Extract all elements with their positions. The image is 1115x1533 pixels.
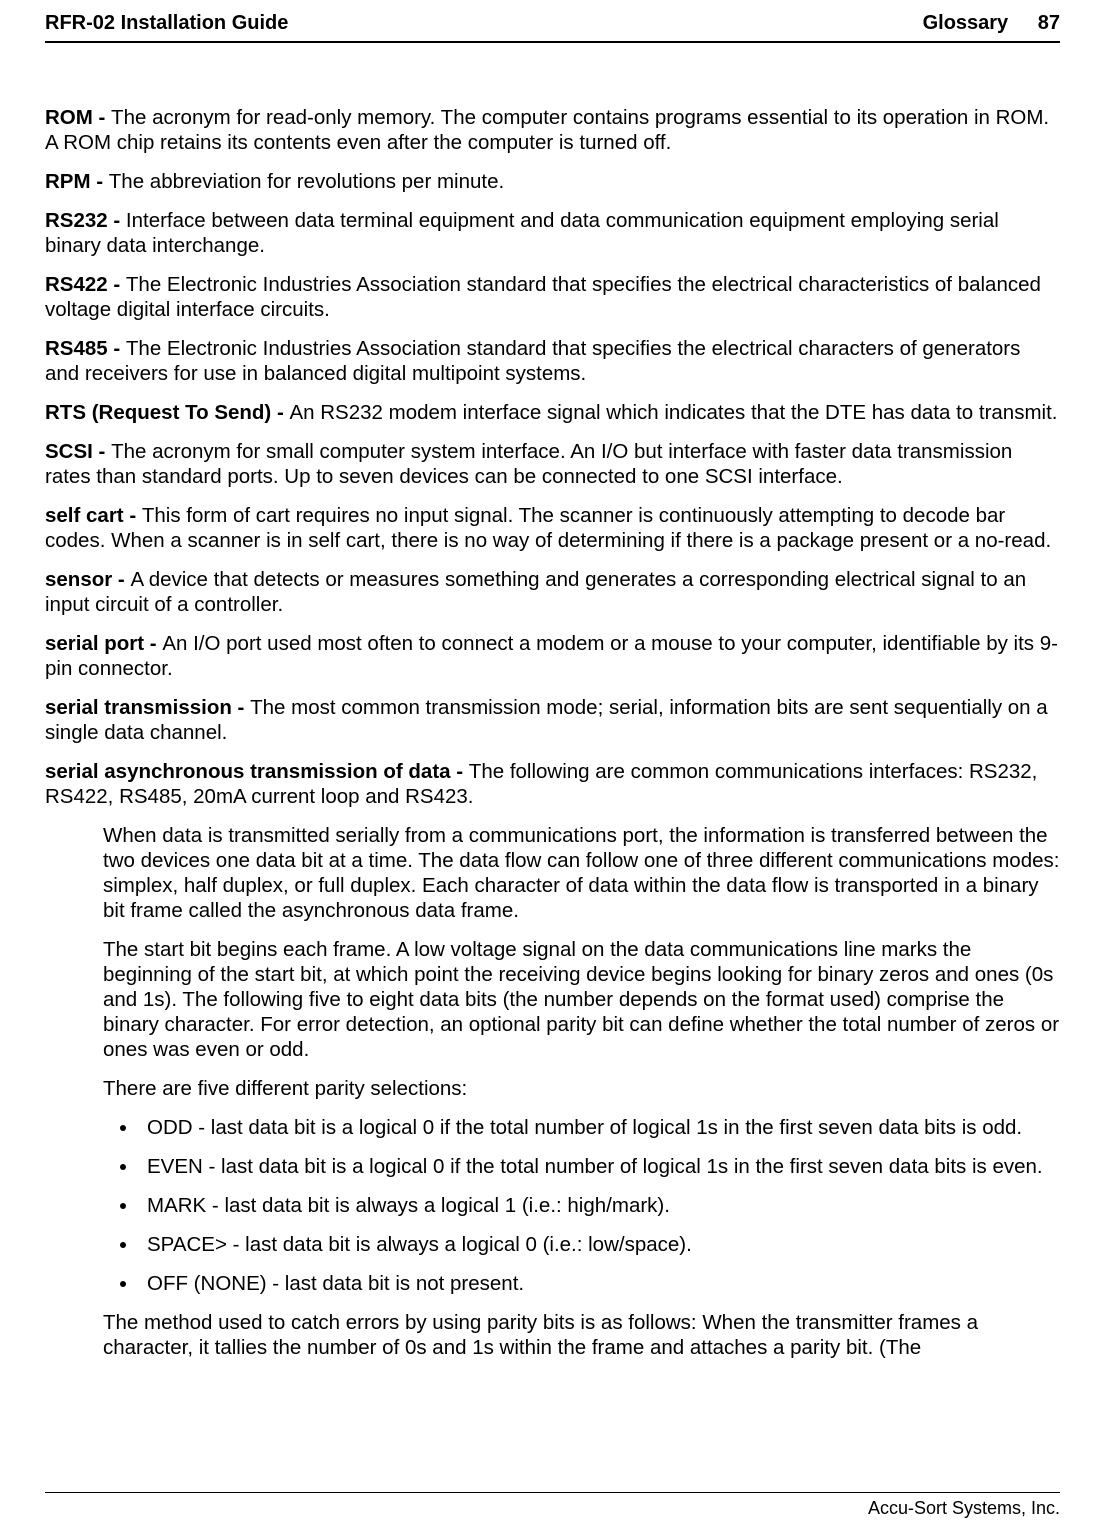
list-item: ODD - last data bit is a logical 0 if th… <box>139 1115 1060 1140</box>
term: RS232 - <box>45 209 126 232</box>
list-item-text: ODD - last data bit is a logical 0 if th… <box>147 1115 1060 1140</box>
definition: An RS232 modem interface signal which in… <box>289 401 1057 424</box>
parity-list: ODD - last data bit is a logical 0 if th… <box>103 1115 1060 1296</box>
term: RTS (Request To Send) - <box>45 401 289 424</box>
definition: An I/O port used most often to connect a… <box>45 632 1058 680</box>
definition: Interface between data terminal equipmen… <box>45 209 999 257</box>
list-item-text: SPACE> - last data bit is always a logic… <box>147 1233 692 1256</box>
definition: The Electronic Industries Association st… <box>45 273 1041 321</box>
footer-rule <box>45 1492 1060 1493</box>
page-number: 87 <box>1038 12 1060 35</box>
definition: The Electronic Industries Association st… <box>45 337 1020 385</box>
page-container: RFR-02 Installation Guide Glossary 87 RO… <box>0 0 1115 1533</box>
glossary-entry: RTS (Request To Send) - An RS232 modem i… <box>45 400 1060 425</box>
glossary-entry: serial port - An I/O port used most ofte… <box>45 631 1060 681</box>
definition: This form of cart requires no input sign… <box>45 504 1051 552</box>
list-item: EVEN - last data bit is a logical 0 if t… <box>139 1154 1060 1179</box>
term: RS422 - <box>45 273 126 296</box>
glossary-entry: RS422 - The Electronic Industries Associ… <box>45 272 1060 322</box>
indented-paragraph: There are five different parity selectio… <box>103 1076 1060 1101</box>
glossary-entry: serial asynchronous transmission of data… <box>45 759 1060 809</box>
glossary-entry: sensor - A device that detects or measur… <box>45 567 1060 617</box>
content-area: ROM - The acronym for read-only memory. … <box>45 43 1060 1360</box>
indented-paragraph: The method used to catch errors by using… <box>103 1310 1060 1360</box>
glossary-entry: self cart - This form of cart requires n… <box>45 503 1060 553</box>
header-section: Glossary <box>923 12 1009 34</box>
indented-paragraph: The start bit begins each frame. A low v… <box>103 937 1060 1062</box>
term: serial asynchronous transmission of data… <box>45 760 469 783</box>
term: serial port - <box>45 632 162 655</box>
glossary-entry: RS232 - Interface between data terminal … <box>45 208 1060 258</box>
glossary-entry: RPM - The abbreviation for revolutions p… <box>45 169 1060 194</box>
term: RPM - <box>45 170 109 193</box>
header-title: RFR-02 Installation Guide <box>45 12 288 35</box>
list-item-text: MARK - last data bit is always a logical… <box>147 1194 670 1217</box>
page-header: RFR-02 Installation Guide Glossary 87 <box>45 12 1060 41</box>
term: sensor - <box>45 568 130 591</box>
header-right: Glossary 87 <box>923 12 1060 35</box>
definition: The acronym for read-only memory. The co… <box>45 106 1049 154</box>
glossary-entry: serial transmission - The most common tr… <box>45 695 1060 745</box>
list-item-text: OFF (NONE) - last data bit is not presen… <box>147 1272 524 1295</box>
definition: The acronym for small computer system in… <box>45 440 1012 488</box>
term: SCSI - <box>45 440 111 463</box>
glossary-entry: SCSI - The acronym for small computer sy… <box>45 439 1060 489</box>
definition: A device that detects or measures someth… <box>45 568 1026 616</box>
list-item: MARK - last data bit is always a logical… <box>139 1193 1060 1218</box>
term: self cart - <box>45 504 142 527</box>
indented-paragraph: When data is transmitted serially from a… <box>103 823 1060 923</box>
list-item: OFF (NONE) - last data bit is not presen… <box>139 1271 1060 1296</box>
glossary-entry: ROM - The acronym for read-only memory. … <box>45 105 1060 155</box>
term: RS485 - <box>45 337 126 360</box>
list-item: SPACE> - last data bit is always a logic… <box>139 1232 1060 1257</box>
footer-company: Accu-Sort Systems, Inc. <box>868 1498 1060 1519</box>
glossary-entry: RS485 - The Electronic Industries Associ… <box>45 336 1060 386</box>
term: ROM - <box>45 106 111 129</box>
list-item-text: EVEN - last data bit is a logical 0 if t… <box>147 1154 1060 1179</box>
term: serial transmission - <box>45 696 250 719</box>
definition: The abbreviation for revolutions per min… <box>109 170 504 193</box>
